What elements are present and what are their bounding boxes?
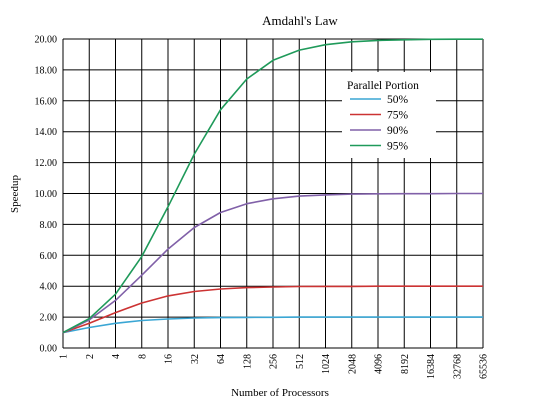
legend-title: Parallel Portion	[347, 80, 419, 92]
x-tick-label: 256	[269, 354, 280, 369]
y-tick-label: 8.00	[40, 220, 58, 231]
x-tick-label: 1	[59, 354, 70, 359]
series-lines	[62, 38, 483, 334]
chart-title: Amdahl's Law	[262, 13, 338, 28]
y-tick-label: 0.00	[40, 344, 58, 355]
x-tick-label: 16384	[426, 354, 437, 379]
x-tick-label: 128	[242, 354, 253, 369]
y-tick-label: 12.00	[35, 158, 58, 169]
y-tick-label: 6.00	[40, 251, 58, 262]
y-tick-label: 20.00	[35, 35, 58, 46]
series-line-75pct	[62, 285, 483, 334]
x-tick-label: 4096	[374, 354, 385, 374]
y-tick-label: 14.00	[35, 127, 58, 138]
x-tick-label: 32768	[452, 354, 463, 379]
x-tick-label: 16	[164, 354, 175, 364]
x-tick-label: 2	[85, 354, 96, 359]
y-tick-label: 16.00	[35, 96, 58, 107]
legend-items: 50% 75% 90% 95%	[350, 94, 409, 153]
x-tick-label: 32	[190, 354, 201, 364]
x-tick-label: 8	[137, 354, 148, 359]
x-tick-label: 512	[295, 354, 306, 369]
legend-label: 95%	[387, 141, 409, 153]
x-tick-label: 1024	[321, 354, 332, 374]
y-tick-label: 4.00	[40, 282, 58, 293]
y-tick-label: 18.00	[35, 65, 58, 76]
y-axis-label: Speedup	[9, 175, 21, 213]
series-line-50pct	[62, 316, 483, 334]
y-tick-label: 10.00	[35, 189, 58, 200]
legend-label: 90%	[387, 125, 409, 137]
legend-label: 50%	[387, 94, 409, 106]
series-line-95pct	[62, 38, 483, 334]
legend: Parallel Portion 50% 75% 90% 95%	[342, 72, 436, 158]
series-line-90pct	[62, 192, 483, 334]
x-tick-label: 8192	[400, 354, 411, 374]
x-tick-label: 65536	[479, 354, 490, 379]
x-tick-label: 2048	[347, 354, 358, 374]
x-axis-label: Number of Processors	[231, 387, 329, 399]
x-tick-label: 64	[216, 354, 227, 364]
x-tick-label: 4	[111, 354, 122, 359]
legend-label: 75%	[387, 110, 409, 122]
y-tick-label: 2.00	[40, 313, 58, 324]
axes: 0.00 2.00 4.00 6.00 8.00 10.00 12.00 14.00 16.00…	[35, 35, 490, 380]
